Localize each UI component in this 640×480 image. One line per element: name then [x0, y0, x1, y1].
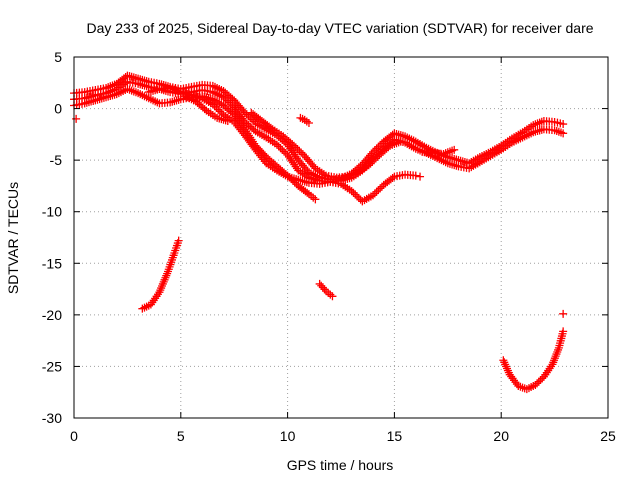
data-point — [296, 113, 305, 122]
series-track-3 — [70, 84, 320, 204]
data-point — [292, 164, 301, 173]
data-point — [372, 187, 381, 196]
data-point — [260, 157, 269, 166]
data-point — [290, 141, 299, 150]
data-point — [416, 172, 425, 181]
data-point — [411, 171, 420, 180]
data-point — [221, 94, 230, 103]
data-point — [559, 120, 568, 129]
y-tick-label: -10 — [42, 204, 62, 220]
x-tick-label: 0 — [70, 428, 78, 444]
data-point — [214, 105, 223, 114]
data-point — [376, 184, 385, 193]
x-tick-label: 5 — [177, 428, 185, 444]
series-track-8 — [418, 145, 459, 158]
data-point — [353, 192, 362, 201]
data-point — [293, 145, 302, 154]
series-track-7 — [296, 113, 313, 128]
y-tick-label: -15 — [42, 255, 62, 271]
data-point — [215, 107, 224, 116]
series-track-11 — [499, 327, 568, 394]
data-point — [276, 144, 285, 153]
data-point — [369, 191, 378, 200]
data-point — [224, 98, 233, 107]
data-point — [297, 148, 306, 157]
x-tick-label: 10 — [280, 428, 296, 444]
data-point — [210, 102, 219, 111]
data-point — [559, 309, 568, 318]
data-point — [347, 187, 356, 196]
data-point — [559, 129, 568, 138]
y-tick-label: 0 — [54, 101, 62, 117]
data-point — [370, 156, 379, 165]
data-point — [226, 100, 235, 109]
data-point — [554, 127, 563, 136]
y-tick-label: -20 — [42, 307, 62, 323]
data-point — [280, 147, 289, 156]
data-point — [219, 93, 228, 102]
data-point — [374, 186, 383, 195]
data-point — [354, 193, 363, 202]
data-point — [371, 154, 380, 163]
series-outlier — [72, 114, 568, 318]
data-point — [366, 159, 375, 168]
x-tick-label: 25 — [600, 428, 616, 444]
grid-lines — [74, 57, 608, 418]
data-point — [328, 292, 337, 301]
data-point — [364, 161, 373, 170]
plot-frame — [73, 56, 609, 419]
data-point — [370, 189, 379, 198]
data-point — [223, 96, 232, 105]
data-points — [70, 71, 568, 394]
y-tick-labels: 5 0 -5 -10 -15 -20 -25 -30 — [42, 49, 62, 426]
series-track-9 — [138, 236, 183, 313]
data-point — [272, 140, 281, 149]
y-tick-label: -25 — [42, 358, 62, 374]
y-tick-label: 5 — [54, 49, 62, 65]
x-tick-label: 15 — [387, 428, 403, 444]
series-track-5 — [181, 92, 232, 125]
data-point — [368, 157, 377, 166]
data-point — [212, 103, 221, 112]
y-tick-label: -5 — [50, 152, 63, 168]
data-point — [351, 190, 360, 199]
x-tick-labels: 0 5 10 15 20 25 — [70, 428, 616, 444]
data-point — [527, 383, 536, 392]
data-point — [142, 302, 151, 311]
series-track-6 — [247, 108, 405, 182]
data-point — [304, 119, 313, 128]
chart-title: Day 233 of 2025, Sidereal Day-to-day VTE… — [86, 20, 593, 36]
y-axis-label: SDTVAR / TECUs — [5, 182, 21, 294]
data-point — [278, 145, 287, 154]
data-point — [248, 115, 256, 124]
data-point — [208, 100, 217, 109]
data-point — [274, 142, 283, 151]
data-point — [388, 174, 397, 183]
axis-ticks — [73, 56, 609, 419]
x-tick-label: 20 — [493, 428, 509, 444]
data-point — [174, 236, 183, 245]
x-axis-label: GPS time / hours — [287, 457, 394, 473]
series-track-10 — [315, 279, 337, 301]
data-point — [311, 195, 320, 204]
data-point — [295, 146, 304, 155]
data-point — [291, 143, 300, 152]
data-point — [320, 285, 329, 294]
data-point — [72, 114, 81, 123]
data-point — [396, 137, 405, 146]
y-tick-label: -30 — [42, 410, 62, 426]
data-point — [559, 327, 568, 336]
data-point — [223, 116, 232, 125]
data-point — [349, 188, 358, 197]
data-point — [450, 145, 459, 154]
